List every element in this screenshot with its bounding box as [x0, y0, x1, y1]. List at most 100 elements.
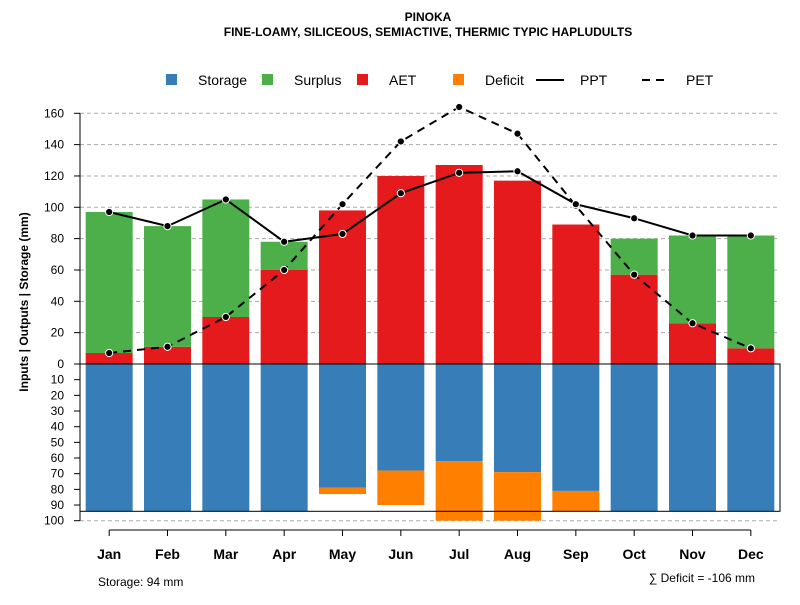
legend-label-ppt: PPT	[580, 72, 608, 88]
point-ppt-nov	[688, 231, 697, 240]
bar-surplus-jan	[85, 212, 133, 354]
bar-storage-apr	[260, 364, 308, 512]
y-tick-label-upper-100: 100	[44, 200, 64, 214]
point-pet-mar	[221, 312, 230, 322]
y-tick-label-lower-20: 20	[51, 388, 65, 402]
legend-label-aet: AET	[389, 72, 417, 88]
y-tick-label-lower-100: 100	[44, 514, 64, 528]
point-pet-may	[338, 200, 347, 209]
bar-aet-jun	[377, 175, 425, 364]
bar-surplus-apr	[260, 241, 308, 270]
bar-storage-aug	[494, 364, 541, 473]
point-pet-dec	[746, 344, 755, 353]
line-pet	[109, 105, 752, 355]
line-ppt	[108, 170, 751, 243]
y-tick-label-upper-20: 20	[51, 326, 65, 340]
bar-aet-jul	[435, 164, 483, 364]
bar-surplus-dec	[727, 235, 775, 349]
bar-surplus-nov	[669, 235, 716, 324]
y-tick-label-upper-60: 60	[51, 263, 65, 277]
legend-swatch-deficit	[453, 74, 464, 85]
legend-swatch-surplus	[262, 74, 273, 85]
point-ppt-dec	[746, 231, 755, 240]
point-ppt-oct	[630, 214, 639, 223]
bar-aet-mar	[202, 316, 250, 364]
storage-note: Storage: 94 mm	[98, 575, 183, 589]
y-tick-label-lower-30: 30	[51, 404, 65, 418]
point-ppt-may	[338, 229, 347, 239]
x-tick-label-jul: Jul	[449, 546, 469, 562]
bar-aet-oct	[610, 274, 658, 364]
y-axis-label: Inputs | Outputs | Storage (mm)	[17, 212, 31, 391]
bar-storage-jun	[377, 364, 425, 471]
point-pet-aug	[513, 129, 522, 138]
y-tick-label-upper-120: 120	[44, 169, 64, 183]
legend-label-deficit: Deficit	[485, 72, 524, 88]
x-tick-label-sep: Sep	[563, 546, 589, 562]
point-ppt-apr	[280, 237, 289, 246]
bar-aet-aug	[494, 180, 541, 364]
bar-storage-oct	[610, 364, 658, 512]
legend-swatch-aet	[357, 74, 368, 85]
legend-label-pet: PET	[686, 72, 714, 88]
y-tick-label-upper-40: 40	[51, 294, 65, 308]
legend-label-surplus: Surplus	[294, 72, 341, 88]
bar-storage-jan	[85, 364, 133, 512]
bar-aet-nov	[669, 323, 716, 364]
point-pet-jul	[455, 102, 464, 112]
y-tick-label-upper-80: 80	[51, 232, 65, 246]
bar-storage-mar	[202, 364, 250, 512]
x-tick-label-oct: Oct	[622, 546, 646, 562]
point-pet-feb	[163, 342, 172, 351]
x-tick-label-aug: Aug	[504, 546, 531, 562]
y-tick-label-lower-70: 70	[51, 467, 65, 481]
point-ppt-jul	[455, 168, 464, 177]
bar-deficit-jun	[377, 470, 425, 506]
x-tick-label-dec: Dec	[738, 546, 764, 562]
y-tick-label-lower-60: 60	[51, 451, 65, 465]
bar-surplus-mar	[202, 199, 250, 317]
point-ppt-mar	[221, 195, 230, 204]
bar-storage-feb	[144, 364, 191, 512]
x-tick-label-nov: Nov	[679, 546, 706, 562]
bar-deficit-sep	[552, 490, 600, 512]
point-pet-apr	[280, 265, 289, 275]
bar-storage-jul	[435, 364, 483, 462]
axes-layer: 0204060801001201401601020304050607080901…	[44, 106, 780, 562]
y-tick-label-lower-10: 10	[51, 373, 65, 387]
bar-surplus-feb	[144, 226, 191, 347]
point-pet-nov	[688, 319, 697, 328]
point-ppt-aug	[513, 167, 522, 176]
bar-storage-sep	[552, 364, 600, 491]
y-tick-label-upper-0: 0	[57, 357, 64, 371]
x-tick-label-may: May	[329, 546, 356, 562]
bar-deficit-jul	[435, 461, 483, 521]
bar-deficit-aug	[494, 472, 541, 521]
x-tick-label-jan: Jan	[97, 546, 121, 562]
y-tick-label-lower-90: 90	[51, 498, 65, 512]
y-tick-label-upper-160: 160	[44, 106, 64, 120]
x-tick-label-jun: Jun	[388, 546, 413, 562]
bar-aet-dec	[727, 348, 775, 364]
bar-storage-may	[319, 364, 366, 488]
deficit-note: ∑ Deficit = -106 mm	[649, 571, 755, 585]
point-ppt-feb	[163, 222, 172, 231]
chart-subtitle: FINE-LOAMY, SILICEOUS, SEMIACTIVE, THERM…	[224, 25, 632, 39]
legend-label-storage: Storage	[198, 72, 247, 88]
bar-deficit-may	[319, 487, 366, 495]
grid-lines	[80, 112, 780, 522]
point-ppt-sep	[571, 200, 580, 209]
y-tick-label-lower-50: 50	[51, 435, 65, 449]
y-tick-label-upper-140: 140	[44, 138, 64, 152]
bar-storage-dec	[727, 364, 775, 512]
bar-aet-jan	[85, 353, 133, 364]
bar-aet-feb	[144, 346, 191, 364]
point-pet-oct	[630, 270, 639, 279]
legend-swatch-storage	[166, 74, 177, 85]
x-tick-label-mar: Mar	[213, 546, 238, 562]
point-pet-jun	[396, 137, 405, 146]
bar-aet-sep	[552, 224, 600, 364]
legend: Storage Surplus AET Deficit PPT PET	[166, 72, 714, 88]
